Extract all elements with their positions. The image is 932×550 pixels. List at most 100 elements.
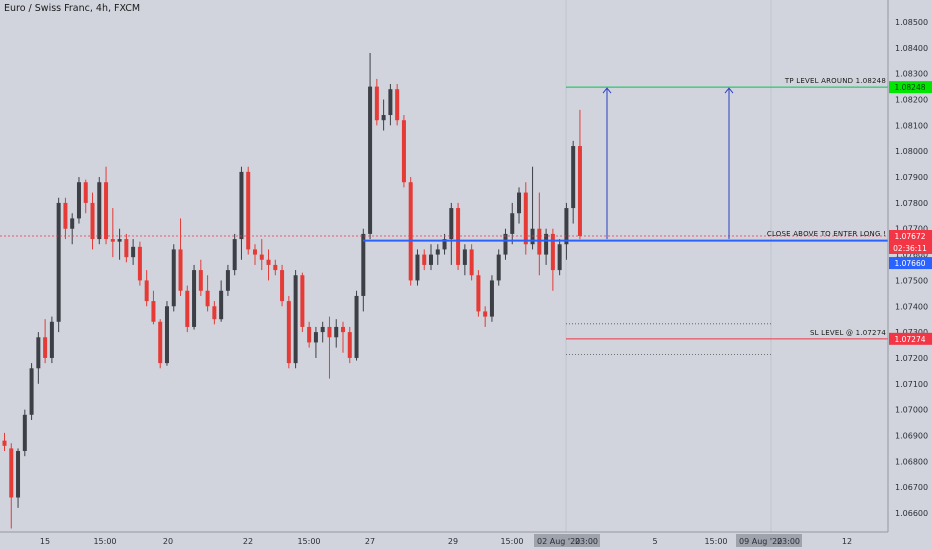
tp-annotation[interactable]: TP LEVEL AROUND 1.08248 — [784, 77, 886, 85]
candle-body[interactable] — [368, 86, 373, 234]
candle-body[interactable] — [158, 321, 163, 364]
current-price-tag-text: 1.07672 — [894, 232, 925, 241]
candle-body[interactable] — [476, 275, 481, 312]
candle-body[interactable] — [83, 182, 88, 203]
candle-body[interactable] — [49, 321, 54, 358]
candle-body[interactable] — [9, 448, 14, 498]
candle-body[interactable] — [225, 270, 230, 291]
candle-body[interactable] — [550, 233, 555, 271]
candle-body[interactable] — [496, 254, 501, 281]
candle-body[interactable] — [29, 368, 34, 415]
candle-body[interactable] — [429, 254, 434, 265]
candle-body[interactable] — [273, 264, 278, 271]
candle-body[interactable] — [462, 249, 467, 265]
candle-body[interactable] — [97, 182, 102, 240]
candle-body[interactable] — [2, 440, 7, 446]
candle-body[interactable] — [341, 326, 345, 333]
x-tick: 15:00 — [93, 537, 116, 546]
candle-body[interactable] — [313, 332, 318, 343]
candle-body[interactable] — [537, 228, 542, 255]
time-axis-background — [0, 532, 932, 550]
candle-body[interactable] — [469, 249, 474, 276]
candle-body[interactable] — [205, 290, 210, 307]
candle-body[interactable] — [401, 120, 406, 183]
candle-body[interactable] — [523, 192, 528, 245]
candle-body[interactable] — [178, 249, 183, 291]
x-tick: 15 — [40, 537, 50, 546]
candle-body[interactable] — [422, 254, 427, 265]
candle-body[interactable] — [219, 290, 224, 320]
candle-body[interactable] — [388, 89, 393, 116]
candle-body[interactable] — [252, 249, 257, 255]
candle-body[interactable] — [483, 311, 488, 317]
candle-body[interactable] — [232, 239, 237, 271]
candle-body[interactable] — [577, 146, 582, 236]
candle-body[interactable] — [43, 337, 48, 358]
candle-body[interactable] — [489, 280, 494, 317]
candle-body[interactable] — [266, 259, 271, 265]
candle-body[interactable] — [198, 270, 203, 291]
candle-body[interactable] — [151, 301, 156, 322]
candle-body[interactable] — [124, 239, 129, 258]
y-tick: 1.08500 — [895, 18, 928, 27]
candle-body[interactable] — [530, 228, 535, 245]
candle-body[interactable] — [280, 270, 285, 302]
entry-annotation[interactable]: CLOSE ABOVE TO ENTER LONG ! — [767, 230, 886, 238]
candle-body[interactable] — [90, 202, 95, 240]
candle-body[interactable] — [171, 249, 176, 307]
candle-body[interactable] — [246, 171, 251, 250]
candle-body[interactable] — [564, 208, 569, 245]
candle-body[interactable] — [144, 280, 149, 302]
candle-body[interactable] — [192, 270, 197, 327]
candle-body[interactable] — [334, 326, 339, 338]
time-axis[interactable]: 15 15:00 20 22 15:00 27 29 15:00 02 Aug … — [40, 537, 852, 546]
candle-body[interactable] — [442, 239, 447, 250]
candle-body[interactable] — [293, 275, 298, 364]
candle-body[interactable] — [503, 233, 508, 255]
candle-body[interactable] — [22, 414, 27, 451]
chart-title: Euro / Swiss Franc, 4h, FXCM — [4, 3, 141, 14]
candle-body[interactable] — [557, 244, 562, 271]
candle-body[interactable] — [435, 249, 440, 255]
candle-body[interactable] — [354, 295, 359, 358]
y-tick: 1.08300 — [895, 70, 928, 79]
candle-body[interactable] — [239, 171, 244, 240]
candle-body[interactable] — [164, 306, 169, 364]
candle-body[interactable] — [70, 218, 75, 229]
candle-body[interactable] — [381, 115, 386, 121]
candle-body[interactable] — [286, 301, 291, 364]
candle-body[interactable] — [361, 233, 366, 296]
candle-body[interactable] — [374, 86, 379, 121]
price-axis[interactable]: 1.08500 1.08400 1.08300 1.08200 1.08100 1.080… — [895, 18, 928, 518]
candle-body[interactable] — [36, 337, 41, 369]
candle-body[interactable] — [449, 208, 454, 240]
y-tick: 1.08100 — [895, 121, 928, 130]
candle-body[interactable] — [300, 275, 305, 327]
candle-body[interactable] — [104, 182, 109, 240]
candle-body[interactable] — [137, 246, 142, 281]
candle-body[interactable] — [456, 208, 461, 265]
candle-body[interactable] — [16, 450, 21, 498]
candle-body[interactable] — [347, 332, 352, 358]
candle-body[interactable] — [56, 202, 61, 322]
candle-body[interactable] — [110, 239, 115, 242]
candle-body[interactable] — [510, 213, 515, 234]
sl-annotation[interactable]: SL LEVEL @ 1.07274 — [810, 329, 886, 337]
candle-body[interactable] — [571, 146, 576, 209]
candle-body[interactable] — [76, 182, 81, 219]
candle-body[interactable] — [415, 254, 420, 281]
candle-body[interactable] — [212, 306, 217, 320]
candle-body[interactable] — [395, 89, 400, 121]
candle-body[interactable] — [320, 326, 325, 333]
candle-body[interactable] — [131, 246, 136, 258]
candle-body[interactable] — [185, 290, 190, 327]
candle-body[interactable] — [117, 239, 122, 242]
candle-body[interactable] — [517, 192, 522, 214]
candle-body[interactable] — [408, 182, 413, 281]
candle-body[interactable] — [544, 233, 549, 255]
candle-body[interactable] — [63, 202, 68, 229]
candle-body[interactable] — [307, 326, 312, 343]
candle-body[interactable] — [327, 326, 332, 338]
candle-body[interactable] — [259, 254, 264, 260]
